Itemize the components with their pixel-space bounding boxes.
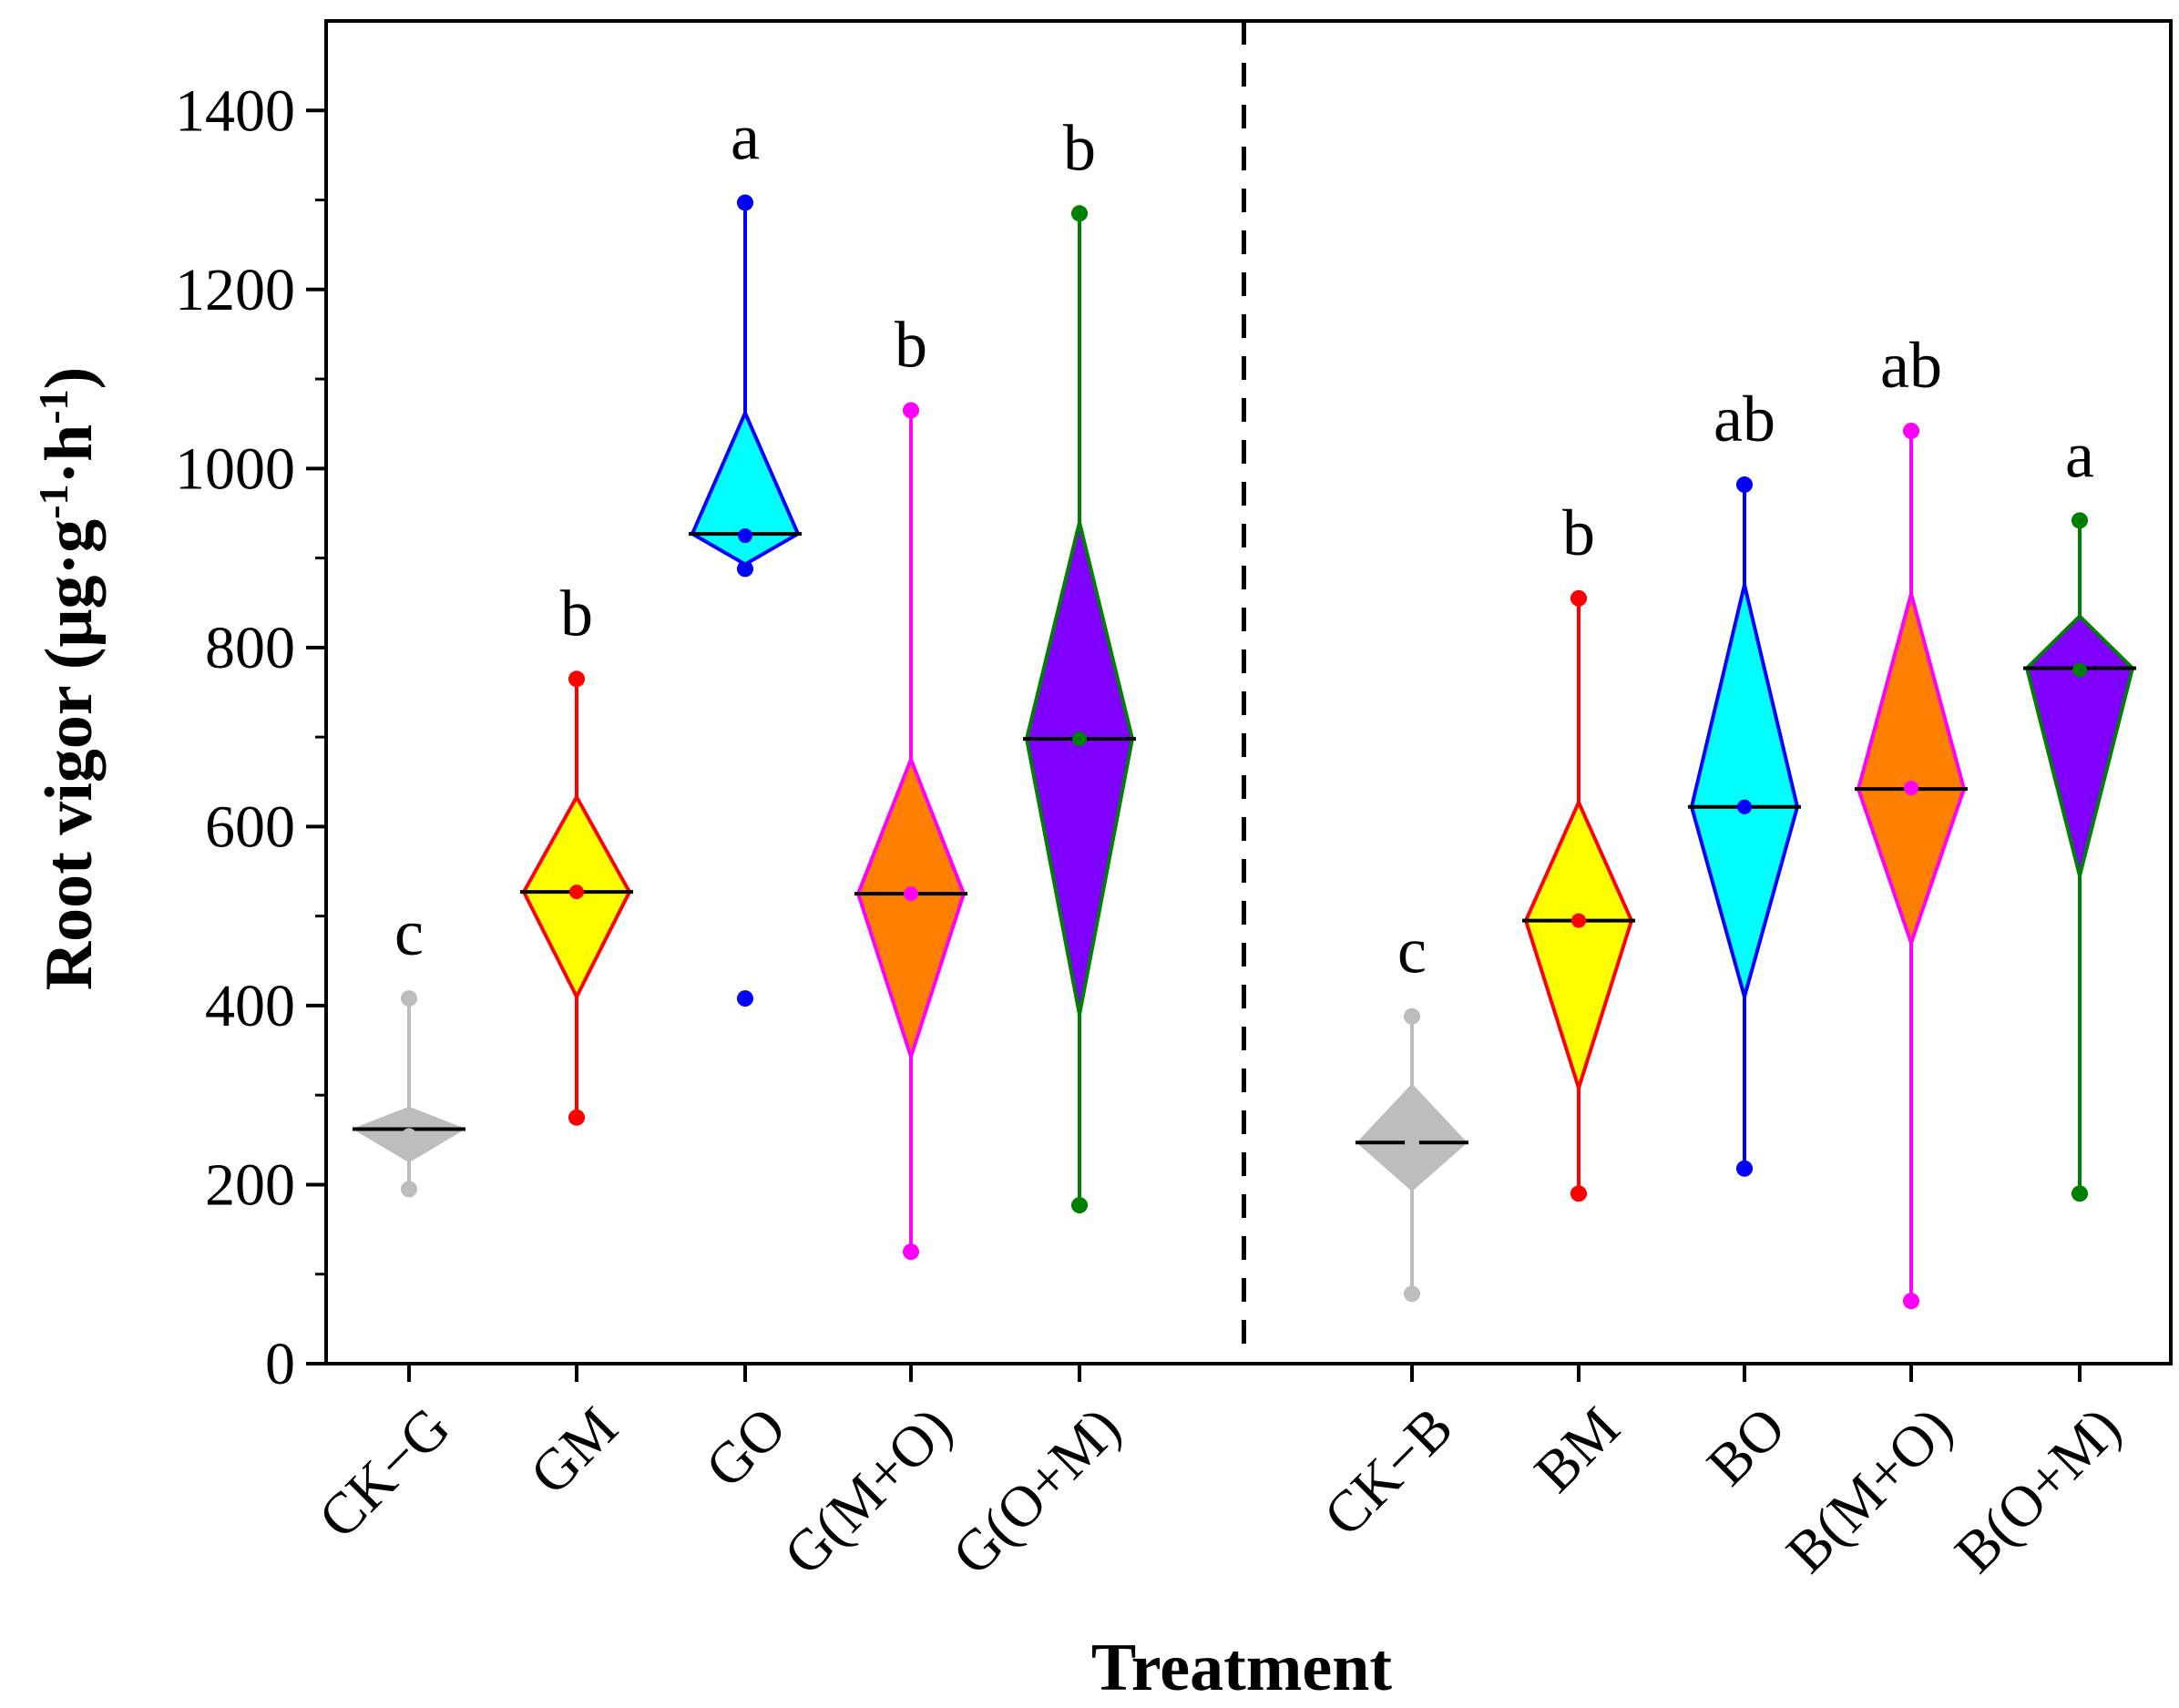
y-tick-label: 1000	[175, 435, 295, 502]
max-point	[903, 402, 919, 419]
significance-letter: b	[560, 577, 593, 649]
diamond-box	[1024, 521, 1135, 1016]
y-tick-label: 1200	[175, 257, 295, 323]
y-tick-label: 400	[205, 973, 295, 1039]
box-G(M+O): b	[854, 308, 967, 1261]
box-GO: a	[689, 100, 802, 1007]
y-tick-label: 800	[205, 615, 295, 681]
min-point	[1404, 1285, 1420, 1303]
y-tick-label: 0	[265, 1331, 295, 1397]
max-point	[568, 670, 585, 688]
significance-letter: ab	[1714, 383, 1775, 455]
y-axis-title-sup2: -1	[30, 389, 77, 424]
plot-frame	[324, 19, 2173, 1365]
y-axis-title-sup1: -1	[30, 485, 77, 519]
min-point	[568, 1109, 585, 1126]
diamond-box	[1689, 584, 1800, 1004]
max-point	[401, 990, 417, 1007]
x-tick-label: CK−B	[1311, 1395, 1465, 1549]
max-point	[2072, 512, 2088, 529]
significance-letter: ab	[1880, 329, 1942, 402]
significance-letter: c	[394, 896, 424, 969]
min-point	[1736, 1160, 1753, 1177]
min-point	[401, 1181, 417, 1198]
mean-point	[1737, 799, 1752, 814]
y-tick-label: 200	[205, 1151, 295, 1218]
box-B(O+M): a	[2023, 418, 2136, 1202]
x-tick-label: CK−G	[306, 1395, 462, 1550]
significance-letter: a	[731, 100, 760, 173]
x-axis-title: Treatment	[1091, 1631, 1393, 1705]
max-point	[1404, 1007, 1420, 1025]
box-GM: b	[520, 577, 633, 1126]
x-tick-label: B(M+O)	[1774, 1395, 1964, 1585]
x-tick-label: G(M+O)	[772, 1395, 964, 1587]
significance-letter: b	[1562, 496, 1595, 569]
diamond-box	[690, 408, 801, 567]
y-tick-label: 1400	[175, 77, 295, 144]
max-point	[1903, 423, 1919, 440]
min-point	[2072, 1185, 2088, 1202]
mean-point	[402, 1128, 416, 1143]
mean-point	[1904, 781, 1918, 796]
mean-point	[569, 885, 584, 900]
box-BM: b	[1522, 496, 1635, 1202]
x-tick-label: B(O+M)	[1942, 1395, 2133, 1585]
outlier-point	[737, 990, 753, 1007]
mean-point	[1072, 731, 1087, 747]
min-point	[903, 1243, 919, 1261]
max-point	[1736, 476, 1753, 494]
box-B(M+O): ab	[1855, 329, 1968, 1310]
diamond-box	[855, 754, 967, 1063]
y-axis-title-end: )	[32, 367, 107, 390]
min-point	[737, 560, 753, 578]
diamond-box	[1856, 587, 1967, 949]
min-point	[1903, 1293, 1919, 1310]
y-axis-title: Root vigor (μg·g-1·h-1)	[30, 367, 107, 991]
y-axis-title-main: Root vigor (μg·g	[32, 519, 107, 990]
max-point	[1071, 205, 1088, 222]
significance-letter: c	[1397, 915, 1427, 987]
mean-point	[1405, 1135, 1419, 1151]
box-CK−G: c	[352, 896, 466, 1198]
mean-point	[1571, 913, 1586, 928]
diamond-box	[1523, 797, 1634, 1094]
x-tick-label: BM	[1522, 1395, 1632, 1505]
mean-point	[2072, 662, 2087, 678]
mean-point	[738, 528, 752, 544]
box-BO: ab	[1688, 383, 1801, 1177]
significance-letter: b	[1063, 111, 1096, 184]
x-tick-label: BO	[1694, 1395, 1797, 1498]
significance-letter: a	[2065, 418, 2094, 491]
max-point	[1570, 589, 1587, 607]
box-G(O+M): b	[1023, 111, 1136, 1214]
significance-letter: b	[895, 308, 927, 381]
mean-point	[904, 886, 918, 902]
x-tick-label: G(O+M)	[940, 1395, 1132, 1587]
diamond-box	[2024, 613, 2135, 876]
y-axis-title-mid: ·h	[32, 424, 107, 485]
x-tick-label: GM	[517, 1395, 629, 1507]
min-point	[1071, 1197, 1088, 1214]
y-tick-label: 600	[205, 793, 295, 860]
box-CK−B: c	[1355, 915, 1468, 1303]
max-point	[737, 194, 753, 211]
x-tick-label: GO	[693, 1395, 799, 1500]
min-point	[1570, 1185, 1587, 1202]
